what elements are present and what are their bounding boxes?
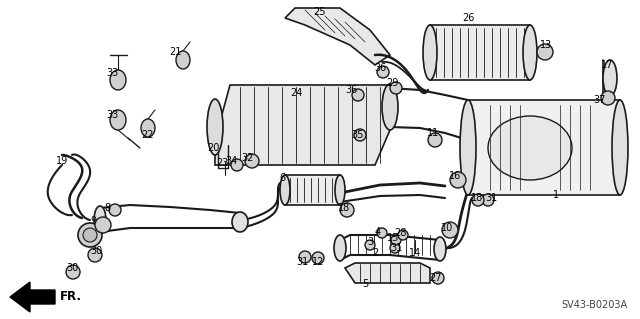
Ellipse shape: [232, 212, 248, 232]
Ellipse shape: [78, 223, 102, 247]
Text: 33: 33: [106, 110, 118, 120]
Ellipse shape: [207, 99, 223, 155]
Text: 28: 28: [394, 228, 406, 238]
Text: 15: 15: [387, 233, 399, 243]
Text: 5: 5: [362, 279, 368, 289]
Text: 31: 31: [296, 257, 308, 267]
Ellipse shape: [95, 217, 111, 233]
Text: 10: 10: [441, 223, 453, 233]
Ellipse shape: [299, 251, 311, 263]
Bar: [285, 175, 340, 205]
Text: 27: 27: [429, 273, 441, 283]
Ellipse shape: [176, 51, 190, 69]
Ellipse shape: [83, 228, 97, 242]
Ellipse shape: [398, 230, 408, 240]
Text: 29: 29: [386, 78, 398, 88]
Ellipse shape: [488, 116, 572, 180]
Polygon shape: [10, 282, 55, 312]
Polygon shape: [215, 85, 390, 165]
Text: 9: 9: [90, 216, 96, 226]
Ellipse shape: [603, 60, 617, 96]
Text: 14: 14: [409, 248, 421, 258]
Ellipse shape: [434, 237, 446, 261]
Text: 36: 36: [374, 63, 386, 73]
Ellipse shape: [110, 110, 126, 130]
Text: 22: 22: [141, 130, 154, 140]
Text: 35: 35: [352, 130, 364, 140]
Ellipse shape: [450, 172, 466, 188]
Ellipse shape: [352, 89, 364, 101]
Ellipse shape: [428, 133, 442, 147]
Text: 30: 30: [90, 246, 102, 256]
Ellipse shape: [340, 203, 354, 217]
Polygon shape: [285, 8, 390, 65]
Text: 37: 37: [594, 95, 606, 105]
Text: 16: 16: [449, 171, 461, 181]
Text: 26: 26: [462, 13, 474, 23]
Ellipse shape: [354, 129, 366, 141]
Text: 36: 36: [345, 85, 357, 95]
Ellipse shape: [472, 194, 484, 206]
Text: SV43-B0203A: SV43-B0203A: [561, 300, 627, 310]
Text: 33: 33: [106, 68, 118, 78]
Ellipse shape: [601, 91, 615, 105]
Text: FR.: FR.: [60, 291, 82, 303]
Ellipse shape: [460, 100, 476, 195]
Ellipse shape: [523, 25, 537, 80]
Text: 1: 1: [553, 190, 559, 200]
Text: 20: 20: [207, 143, 219, 153]
Ellipse shape: [377, 66, 389, 78]
Text: 11: 11: [427, 128, 439, 138]
Ellipse shape: [334, 235, 346, 261]
Text: 32: 32: [241, 153, 253, 163]
Text: 31: 31: [485, 193, 497, 203]
Ellipse shape: [390, 243, 400, 253]
Text: 2: 2: [372, 248, 378, 258]
Ellipse shape: [94, 206, 106, 234]
Ellipse shape: [280, 175, 290, 205]
Text: 34: 34: [225, 156, 237, 166]
Ellipse shape: [245, 154, 259, 168]
Ellipse shape: [377, 228, 387, 238]
Text: 18: 18: [471, 193, 483, 203]
Text: 4: 4: [375, 227, 381, 237]
Text: 3: 3: [367, 237, 373, 247]
Text: 8: 8: [104, 203, 110, 213]
Ellipse shape: [335, 175, 345, 205]
Text: 25: 25: [314, 7, 326, 17]
Ellipse shape: [423, 25, 437, 80]
Text: 17: 17: [601, 60, 613, 70]
Ellipse shape: [109, 204, 121, 216]
Ellipse shape: [390, 82, 402, 94]
Ellipse shape: [312, 252, 324, 264]
Ellipse shape: [382, 84, 398, 130]
Ellipse shape: [537, 44, 553, 60]
Ellipse shape: [66, 265, 80, 279]
Ellipse shape: [88, 248, 102, 262]
Ellipse shape: [482, 194, 494, 206]
Text: 23: 23: [216, 158, 228, 168]
Text: 30: 30: [66, 263, 78, 273]
Ellipse shape: [391, 235, 401, 245]
Text: 24: 24: [290, 88, 302, 98]
Text: 18: 18: [338, 203, 350, 213]
Text: 21: 21: [169, 47, 181, 57]
Text: 13: 13: [540, 40, 552, 50]
Ellipse shape: [141, 119, 155, 137]
Ellipse shape: [442, 222, 458, 238]
Text: 31: 31: [390, 243, 402, 253]
Text: 12: 12: [312, 257, 324, 267]
Ellipse shape: [432, 272, 444, 284]
Text: 7: 7: [79, 227, 85, 237]
Bar: [468, 100, 620, 195]
Polygon shape: [345, 263, 430, 283]
Ellipse shape: [612, 100, 628, 195]
Ellipse shape: [231, 159, 243, 171]
Ellipse shape: [365, 240, 375, 250]
Text: 6: 6: [279, 173, 285, 183]
Text: 19: 19: [56, 156, 68, 166]
Ellipse shape: [110, 70, 126, 90]
Bar: [430, 25, 530, 80]
